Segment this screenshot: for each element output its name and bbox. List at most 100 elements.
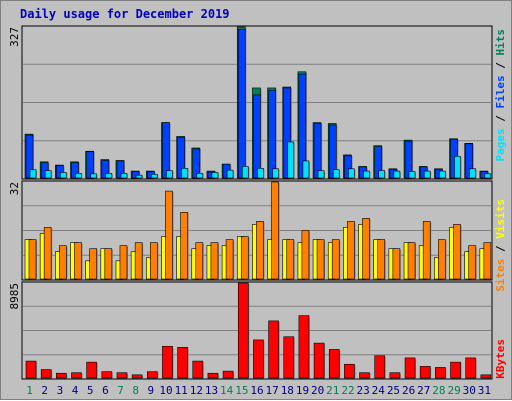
bar-files	[253, 94, 261, 179]
bar-sites	[180, 212, 188, 280]
bar-files	[283, 87, 292, 179]
bar-pages	[75, 173, 82, 179]
bar-sites	[362, 218, 370, 280]
bar-sites	[149, 242, 158, 280]
bar-files	[25, 134, 34, 179]
bar-pages	[135, 174, 143, 179]
bar-kbytes	[374, 355, 386, 379]
bar-files	[374, 146, 383, 179]
bar-kbytes	[25, 360, 37, 379]
bar-files	[328, 124, 337, 179]
bar-pages	[348, 168, 355, 179]
bar-sites	[59, 245, 67, 280]
bar-sites	[240, 236, 249, 280]
day-label: 26	[402, 384, 415, 397]
bar-pages	[150, 174, 158, 179]
day-label: 24	[372, 384, 386, 397]
bar-pages	[241, 166, 249, 179]
bar-sites	[256, 221, 264, 280]
bar-files	[101, 160, 110, 179]
bar-kbytes	[389, 372, 401, 379]
bar-sites	[483, 242, 492, 280]
bar-pages	[287, 141, 295, 179]
bar-kbytes	[56, 372, 67, 379]
bar-sites	[392, 248, 401, 280]
bar-sites	[347, 221, 355, 280]
bar-pages	[378, 170, 386, 179]
bar-files	[71, 162, 79, 179]
day-label: 29	[447, 384, 460, 397]
legend-separator: /	[494, 56, 507, 76]
bar-pages	[317, 170, 325, 179]
bar-kbytes	[465, 357, 476, 379]
day-label: 30	[463, 384, 476, 397]
bar-kbytes	[207, 372, 219, 379]
bar-sites	[89, 248, 97, 280]
bar-sites	[43, 227, 52, 280]
bar-kbytes	[298, 315, 310, 379]
bar-sites	[438, 239, 446, 280]
legend-kbytes: KBytes	[494, 339, 507, 379]
bar-files	[162, 122, 170, 179]
bar-sites	[271, 181, 279, 280]
bar-kbytes	[40, 369, 52, 379]
bar-sites	[407, 242, 416, 280]
bar-pages	[454, 155, 461, 179]
bar-sites	[225, 239, 234, 280]
day-label: 4	[72, 384, 79, 397]
day-label: 10	[159, 384, 172, 397]
chart-title: Daily usage for December 2019	[20, 7, 230, 21]
bar-files	[116, 160, 125, 179]
day-label: 9	[148, 384, 155, 397]
bar-kbytes	[177, 347, 188, 379]
bar-kbytes	[283, 336, 295, 379]
bar-pages	[166, 170, 173, 179]
day-label: 8	[132, 384, 139, 397]
day-label: 6	[102, 384, 109, 397]
day-label: 28	[432, 384, 445, 397]
bar-sites	[195, 242, 204, 280]
bar-pages	[105, 173, 113, 179]
day-label: 13	[205, 384, 218, 397]
bar-sites	[74, 242, 82, 280]
bar-pages	[29, 169, 37, 179]
bar-sites	[28, 239, 37, 280]
legend-visits-sites: Sites / Visits	[494, 199, 507, 292]
bar-kbytes	[313, 342, 325, 379]
bar-files	[313, 123, 322, 179]
legend-separator: /	[494, 239, 507, 259]
y-max-label: 327	[8, 27, 21, 47]
bar-sites	[377, 239, 386, 280]
bar-pages	[332, 169, 340, 179]
bar-sites	[453, 224, 461, 280]
bar-files	[56, 165, 64, 179]
bar-kbytes	[435, 367, 446, 379]
bar-files	[465, 143, 473, 179]
bar-kbytes	[86, 361, 97, 379]
bar-pages	[120, 173, 128, 179]
bar-kbytes	[146, 371, 158, 379]
bar-kbytes	[344, 363, 355, 379]
day-label: 27	[417, 384, 430, 397]
day-label: 20	[311, 384, 324, 397]
bar-kbytes	[162, 345, 173, 379]
bar-kbytes	[71, 372, 82, 379]
bar-kbytes	[131, 374, 143, 379]
bar-files	[131, 171, 140, 179]
bar-files	[344, 155, 352, 179]
bar-sites	[301, 230, 310, 280]
bar-files	[192, 148, 201, 179]
bar-pages	[257, 168, 264, 179]
day-label: 21	[326, 384, 339, 397]
bar-sites	[331, 239, 340, 280]
bar-kbytes	[253, 339, 264, 379]
bar-files	[237, 29, 246, 179]
day-label: 23	[357, 384, 370, 397]
bar-files	[298, 73, 307, 179]
day-label: 17	[266, 384, 279, 397]
bar-kbytes	[404, 357, 416, 379]
bar-files	[177, 137, 185, 179]
bar-files	[404, 140, 413, 179]
legend-visits: Visits	[494, 199, 507, 239]
